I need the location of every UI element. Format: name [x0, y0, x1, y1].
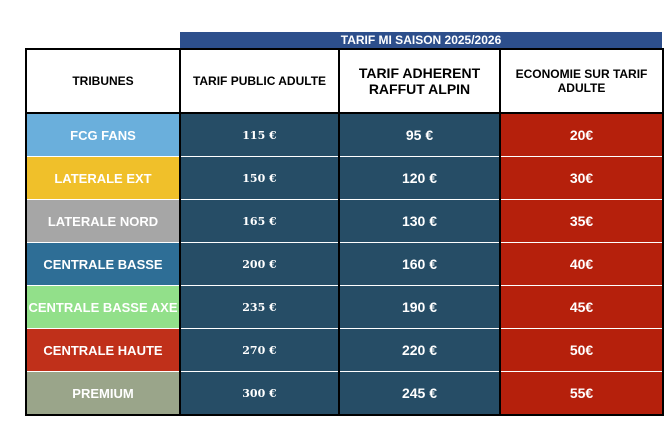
table-body: FCG FANS 115 €95 €20€ LATERALE EXT 150 €120… [25, 112, 664, 416]
economie-cell: 50€ [499, 328, 664, 372]
header-cell: TRIBUNES [25, 48, 181, 114]
table-row: LATERALE EXT 150 €120 €30€ [25, 156, 664, 200]
table-row: LATERALE NORD 165 €130 €35€ [25, 199, 664, 243]
economie-cell: 55€ [499, 371, 664, 416]
tribune-cell: LATERALE NORD [25, 199, 181, 243]
public-cell: 200 € [179, 242, 340, 286]
table-row: CENTRALE BASSE AXE 235 €190 €45€ [25, 285, 664, 329]
tribune-cell: CENTRALE HAUTE [25, 328, 181, 372]
economie-cell: 35€ [499, 199, 664, 243]
header-row: TRIBUNES TARIF PUBLIC ADULTE TARIF ADHER… [25, 48, 664, 114]
tribune-cell: FCG FANS [25, 112, 181, 157]
price-table: TRIBUNES TARIF PUBLIC ADULTE TARIF ADHER… [25, 48, 664, 416]
table-row: PREMIUM 300 €245 €55€ [25, 371, 664, 416]
adherent-cell: 220 € [338, 328, 501, 372]
banner: TARIF MI SAISON 2025/2026 [180, 32, 662, 48]
tribune-cell: LATERALE EXT [25, 156, 181, 200]
header-cell: TARIF PUBLIC ADULTE [179, 48, 340, 114]
public-cell: 235 € [179, 285, 340, 329]
public-cell: 115 € [179, 112, 340, 157]
adherent-cell: 245 € [338, 371, 501, 416]
economie-cell: 45€ [499, 285, 664, 329]
tribune-cell: PREMIUM [25, 371, 181, 416]
adherent-cell: 130 € [338, 199, 501, 243]
tribune-cell: CENTRALE BASSE [25, 242, 181, 286]
tribune-cell: CENTRALE BASSE AXE [25, 285, 181, 329]
table-row: CENTRALE HAUTE 270 €220 €50€ [25, 328, 664, 372]
economie-cell: 30€ [499, 156, 664, 200]
header-cell: TARIF ADHERENT RAFFUT ALPIN [338, 48, 501, 114]
header-cell: ECONOMIE SUR TARIF ADULTE [499, 48, 664, 114]
table-row: CENTRALE BASSE 200 €160 €40€ [25, 242, 664, 286]
economie-cell: 40€ [499, 242, 664, 286]
public-cell: 270 € [179, 328, 340, 372]
adherent-cell: 95 € [338, 112, 501, 157]
adherent-cell: 120 € [338, 156, 501, 200]
public-cell: 150 € [179, 156, 340, 200]
economie-cell: 20€ [499, 112, 664, 157]
public-cell: 165 € [179, 199, 340, 243]
adherent-cell: 160 € [338, 242, 501, 286]
table-row: FCG FANS 115 €95 €20€ [25, 112, 664, 157]
public-cell: 300 € [179, 371, 340, 416]
adherent-cell: 190 € [338, 285, 501, 329]
